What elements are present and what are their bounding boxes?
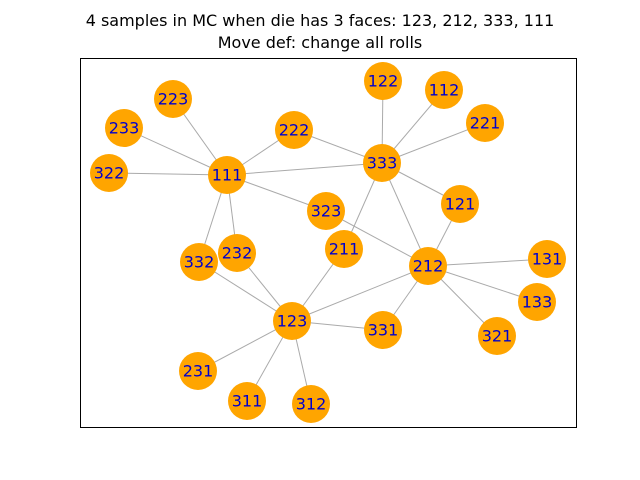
node-label-332: 332 xyxy=(184,253,215,272)
node-331: 331 xyxy=(364,311,402,349)
node-321: 321 xyxy=(478,317,516,355)
node-circle-111 xyxy=(208,156,246,194)
edge-111-333 xyxy=(226,162,383,176)
node-133: 133 xyxy=(518,283,556,321)
edge-212-323 xyxy=(325,210,429,267)
node-122: 122 xyxy=(364,62,402,100)
node-233: 233 xyxy=(105,109,143,147)
node-label-322: 322 xyxy=(94,164,125,183)
node-223: 223 xyxy=(154,80,192,118)
node-322: 322 xyxy=(90,154,128,192)
node-label-121: 121 xyxy=(445,195,476,214)
node-label-233: 233 xyxy=(109,119,140,138)
node-123: 123 xyxy=(273,302,311,340)
node-circle-112 xyxy=(425,71,463,109)
node-label-323: 323 xyxy=(311,202,342,221)
node-222: 222 xyxy=(275,111,313,149)
edge-212-123 xyxy=(291,265,429,322)
node-333: 333 xyxy=(363,144,401,182)
node-circle-233 xyxy=(105,109,143,147)
node-circle-323 xyxy=(307,192,345,230)
node-circle-231 xyxy=(179,352,217,390)
node-231: 231 xyxy=(179,352,217,390)
node-label-232: 232 xyxy=(222,244,253,263)
node-circle-121 xyxy=(441,185,479,223)
node-112: 112 xyxy=(425,71,463,109)
node-label-123: 123 xyxy=(277,312,308,331)
node-label-133: 133 xyxy=(522,293,553,312)
node-332: 332 xyxy=(180,243,218,281)
node-label-131: 131 xyxy=(532,250,563,269)
node-323: 323 xyxy=(307,192,345,230)
node-layer: 111 123 212 333 223 233 322 222 332 232 231 311 312 3… xyxy=(90,62,566,423)
node-label-231: 231 xyxy=(183,362,214,381)
node-232: 232 xyxy=(218,234,256,272)
node-circle-211 xyxy=(325,230,363,268)
node-label-312: 312 xyxy=(296,395,327,414)
node-111: 111 xyxy=(208,156,246,194)
node-label-212: 212 xyxy=(413,257,444,276)
node-label-211: 211 xyxy=(329,240,360,259)
node-circle-232 xyxy=(218,234,256,272)
node-label-331: 331 xyxy=(368,321,399,340)
node-211: 211 xyxy=(325,230,363,268)
node-circle-311 xyxy=(228,382,266,420)
node-circle-123 xyxy=(273,302,311,340)
node-circle-332 xyxy=(180,243,218,281)
node-label-111: 111 xyxy=(212,166,243,185)
diagram-title-line-2: Move def: change all rolls xyxy=(217,33,423,52)
node-circle-131 xyxy=(528,240,566,278)
edge-111-322 xyxy=(108,172,228,176)
node-circle-223 xyxy=(154,80,192,118)
node-label-221: 221 xyxy=(470,114,501,133)
node-circle-321 xyxy=(478,317,516,355)
node-212: 212 xyxy=(409,247,447,285)
edge-212-131 xyxy=(427,258,548,267)
node-circle-322 xyxy=(90,154,128,192)
node-311: 311 xyxy=(228,382,266,420)
node-circle-331 xyxy=(364,311,402,349)
node-circle-122 xyxy=(364,62,402,100)
node-circle-333 xyxy=(363,144,401,182)
node-121: 121 xyxy=(441,185,479,223)
node-circle-133 xyxy=(518,283,556,321)
node-label-112: 112 xyxy=(429,81,460,100)
node-221: 221 xyxy=(466,104,504,142)
node-label-333: 333 xyxy=(367,154,398,173)
node-circle-221 xyxy=(466,104,504,142)
node-131: 131 xyxy=(528,240,566,278)
node-label-321: 321 xyxy=(482,327,513,346)
node-label-222: 222 xyxy=(279,121,310,140)
edge-212-133 xyxy=(427,265,538,303)
node-312: 312 xyxy=(292,385,330,423)
node-label-311: 311 xyxy=(232,392,263,411)
diagram-title-line-1: 4 samples in MC when die has 3 faces: 12… xyxy=(85,11,555,30)
plot-frame xyxy=(80,58,577,428)
node-circle-312 xyxy=(292,385,330,423)
node-circle-212 xyxy=(409,247,447,285)
node-label-122: 122 xyxy=(368,72,399,91)
node-circle-222 xyxy=(275,111,313,149)
node-label-223: 223 xyxy=(158,90,189,109)
